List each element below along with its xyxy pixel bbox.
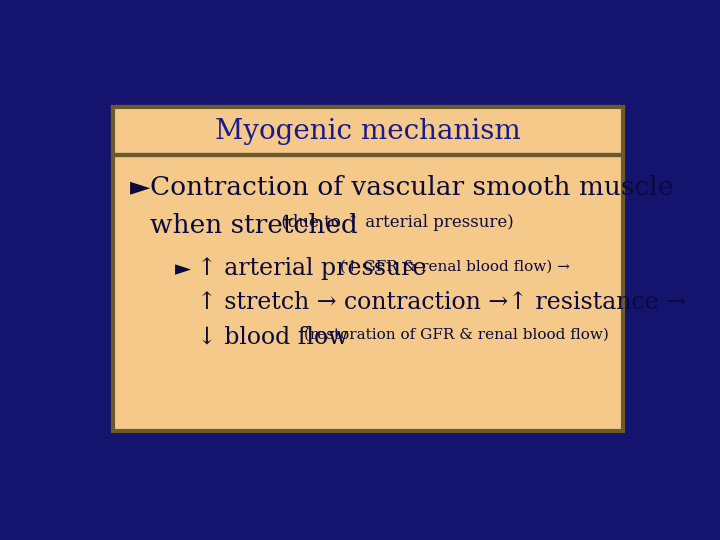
Text: ↑ arterial pressure: ↑ arterial pressure (197, 258, 426, 280)
Text: ►: ► (130, 174, 150, 200)
Text: (restoration of GFR & renal blood flow): (restoration of GFR & renal blood flow) (300, 327, 609, 341)
Text: ↑ stretch → contraction →↑ resistance →: ↑ stretch → contraction →↑ resistance → (197, 291, 686, 314)
Text: ►: ► (175, 259, 192, 279)
Text: (↑ GFR & renal blood flow) →: (↑ GFR & renal blood flow) → (335, 260, 570, 274)
FancyBboxPatch shape (113, 107, 624, 430)
Text: Myogenic mechanism: Myogenic mechanism (215, 118, 521, 145)
Text: when stretched: when stretched (150, 213, 359, 238)
FancyBboxPatch shape (113, 107, 624, 155)
Text: ↓ blood flow: ↓ blood flow (197, 325, 348, 348)
Text: Contraction of vascular smooth muscle: Contraction of vascular smooth muscle (150, 175, 674, 200)
Text: (due to ↑ arterial pressure): (due to ↑ arterial pressure) (276, 214, 514, 231)
